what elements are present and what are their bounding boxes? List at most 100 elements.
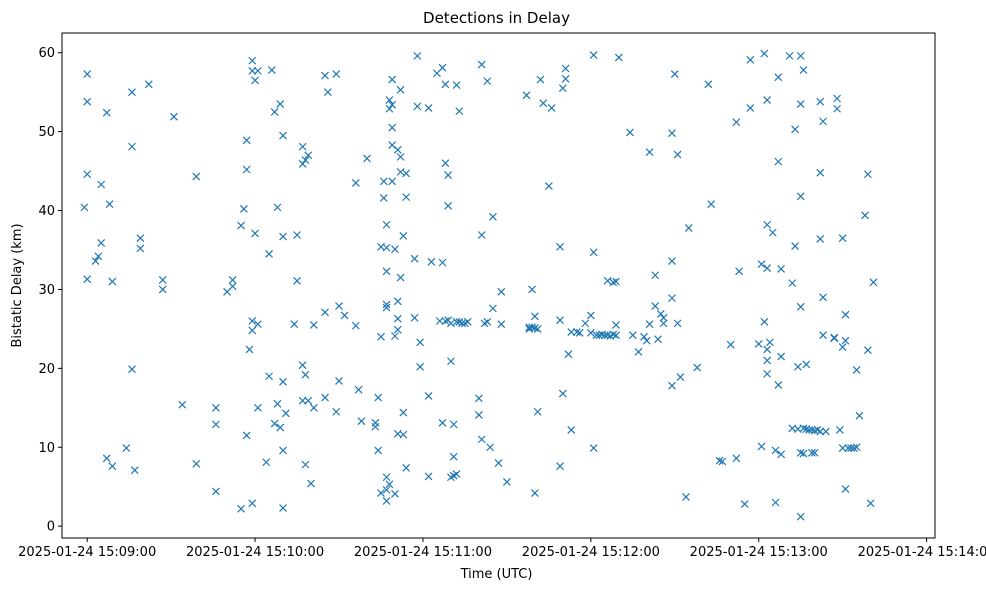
x-tick-label: 2025-01-24 15:12:00 bbox=[522, 545, 660, 560]
data-point bbox=[634, 347, 643, 356]
x-tick-label: 2025-01-24 15:13:00 bbox=[690, 545, 828, 560]
data-point bbox=[735, 267, 744, 276]
data-point bbox=[122, 444, 131, 452]
data-point bbox=[251, 229, 259, 238]
data-point bbox=[396, 85, 405, 94]
data-point bbox=[838, 343, 847, 351]
data-point bbox=[382, 303, 391, 312]
data-point bbox=[253, 403, 262, 412]
data-point bbox=[539, 99, 548, 108]
data-point bbox=[228, 276, 237, 284]
data-point bbox=[651, 271, 660, 280]
data-point bbox=[483, 317, 492, 326]
data-point bbox=[253, 320, 262, 329]
data-point bbox=[768, 228, 777, 237]
data-point bbox=[684, 223, 693, 232]
data-point bbox=[265, 372, 273, 381]
data-point bbox=[645, 148, 654, 157]
data-point bbox=[802, 360, 811, 369]
data-point bbox=[427, 257, 436, 266]
data-point bbox=[455, 107, 464, 116]
data-point bbox=[399, 231, 408, 240]
data-point bbox=[841, 485, 850, 494]
data-point bbox=[321, 308, 329, 317]
data-point bbox=[242, 136, 251, 145]
data-point bbox=[536, 75, 545, 84]
data-point bbox=[136, 244, 145, 253]
data-point bbox=[332, 407, 341, 416]
data-point bbox=[833, 94, 841, 103]
data-point bbox=[97, 180, 106, 189]
data-point bbox=[83, 70, 92, 78]
data-point bbox=[385, 104, 394, 113]
data-point bbox=[192, 459, 201, 468]
data-point bbox=[486, 443, 495, 452]
data-point bbox=[581, 319, 590, 328]
data-point bbox=[799, 424, 808, 433]
data-point bbox=[659, 319, 668, 328]
data-point bbox=[796, 100, 805, 108]
data-point bbox=[477, 231, 486, 239]
data-point bbox=[799, 449, 808, 458]
data-point bbox=[309, 403, 318, 412]
data-point bbox=[211, 403, 220, 412]
data-point bbox=[668, 381, 676, 390]
data-point bbox=[612, 321, 620, 329]
data-point bbox=[863, 170, 872, 179]
data-point bbox=[192, 172, 201, 181]
data-point bbox=[211, 487, 220, 496]
data-point bbox=[371, 422, 380, 431]
data-point bbox=[757, 442, 766, 451]
data-point bbox=[335, 302, 343, 310]
data-point bbox=[693, 363, 702, 372]
data-point bbox=[379, 177, 388, 186]
data-point bbox=[544, 182, 553, 191]
data-point bbox=[866, 499, 875, 508]
data-point bbox=[304, 396, 313, 405]
data-point bbox=[612, 277, 620, 286]
data-point bbox=[589, 248, 598, 257]
data-point bbox=[463, 317, 472, 326]
data-point bbox=[530, 324, 539, 333]
data-point bbox=[763, 96, 772, 104]
data-point bbox=[502, 478, 511, 486]
data-point bbox=[561, 74, 570, 83]
data-point bbox=[447, 319, 455, 328]
data-point bbox=[441, 80, 450, 89]
data-point bbox=[279, 377, 287, 386]
data-points bbox=[80, 49, 878, 521]
data-point bbox=[83, 97, 92, 106]
data-point bbox=[242, 165, 251, 174]
data-point bbox=[83, 170, 92, 179]
data-point bbox=[267, 66, 276, 75]
data-point bbox=[682, 493, 690, 501]
data-point bbox=[248, 317, 257, 325]
data-point bbox=[388, 177, 397, 186]
data-point bbox=[556, 242, 564, 251]
data-point bbox=[609, 278, 618, 287]
data-point bbox=[763, 345, 772, 354]
data-point bbox=[444, 201, 453, 210]
data-point bbox=[788, 279, 797, 288]
data-point bbox=[424, 392, 433, 400]
data-point bbox=[83, 275, 92, 284]
chart-title: Detections in Delay bbox=[423, 9, 570, 27]
data-point bbox=[270, 107, 279, 116]
y-axis-label: Bistatic Delay (km) bbox=[10, 223, 25, 347]
data-point bbox=[844, 444, 853, 452]
y-tick-label: 20 bbox=[38, 362, 55, 377]
data-point bbox=[402, 463, 411, 472]
data-point bbox=[704, 80, 713, 89]
data-point bbox=[754, 339, 763, 348]
data-point bbox=[777, 450, 786, 459]
data-point bbox=[575, 328, 584, 337]
data-point bbox=[715, 456, 724, 465]
data-point bbox=[351, 178, 360, 187]
data-point bbox=[642, 336, 651, 345]
data-point bbox=[533, 407, 542, 416]
data-point bbox=[807, 425, 816, 434]
data-point bbox=[128, 88, 136, 97]
data-point bbox=[796, 448, 805, 457]
data-point bbox=[388, 100, 397, 109]
data-point bbox=[340, 311, 349, 320]
